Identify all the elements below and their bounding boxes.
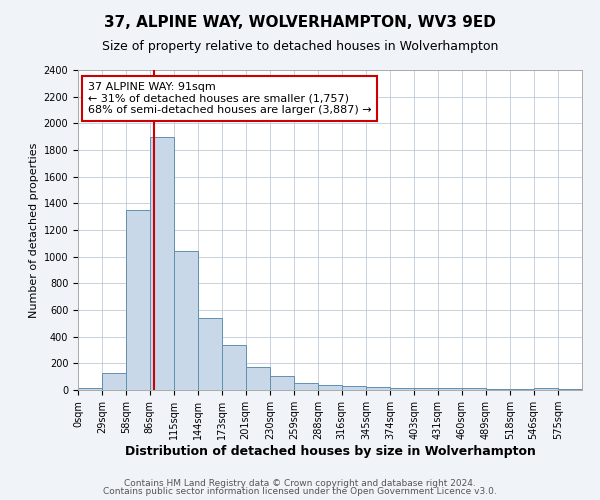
Text: 37 ALPINE WAY: 91sqm
← 31% of detached houses are smaller (1,757)
68% of semi-de: 37 ALPINE WAY: 91sqm ← 31% of detached h… xyxy=(88,82,371,115)
Text: Size of property relative to detached houses in Wolverhampton: Size of property relative to detached ho… xyxy=(102,40,498,53)
Bar xyxy=(270,376,294,390)
Bar xyxy=(150,136,174,390)
Bar xyxy=(223,344,246,390)
Bar xyxy=(78,388,102,390)
Bar xyxy=(414,388,437,390)
Bar xyxy=(294,382,319,390)
Bar xyxy=(319,386,341,390)
Bar xyxy=(127,210,150,390)
Bar xyxy=(462,388,486,390)
Bar xyxy=(102,372,127,390)
Bar xyxy=(390,388,414,390)
Bar xyxy=(246,368,270,390)
Y-axis label: Number of detached properties: Number of detached properties xyxy=(29,142,40,318)
Bar xyxy=(198,318,223,390)
Text: Contains public sector information licensed under the Open Government Licence v3: Contains public sector information licen… xyxy=(103,487,497,496)
Text: Contains HM Land Registry data © Crown copyright and database right 2024.: Contains HM Land Registry data © Crown c… xyxy=(124,478,476,488)
Bar xyxy=(174,252,198,390)
Text: 37, ALPINE WAY, WOLVERHAMPTON, WV3 9ED: 37, ALPINE WAY, WOLVERHAMPTON, WV3 9ED xyxy=(104,15,496,30)
Bar xyxy=(341,386,366,390)
Bar xyxy=(533,388,558,390)
Bar xyxy=(437,388,462,390)
X-axis label: Distribution of detached houses by size in Wolverhampton: Distribution of detached houses by size … xyxy=(125,445,535,458)
Bar xyxy=(486,389,510,390)
Bar xyxy=(366,388,390,390)
